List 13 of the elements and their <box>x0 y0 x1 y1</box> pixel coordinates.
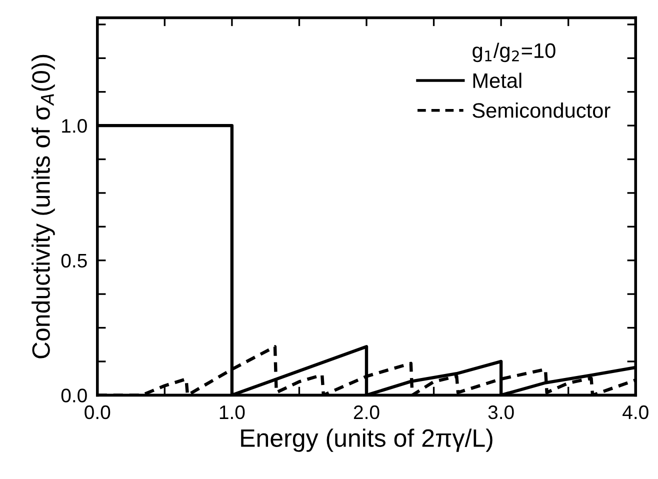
legend-title: g$_{1}$/g$_{2}$=10 <box>472 42 556 62</box>
x-tick-label: 1.0 <box>220 405 245 420</box>
x-tick-label: 0.0 <box>84 405 110 420</box>
y-tick-label: 1.0 <box>62 119 87 133</box>
y-tick-label: 0.5 <box>61 254 87 268</box>
x-tick-label: 2.0 <box>354 405 380 420</box>
legend-label: Semiconductor <box>472 102 610 118</box>
x-tick-label: 4.0 <box>622 405 648 420</box>
x-axis-title: Energy (units of 2πγ/L) <box>241 428 492 452</box>
y-tick-label: 0.0 <box>61 388 87 402</box>
y-axis-title: Conductivity (units of σ$_{A}$(0)) <box>32 54 55 358</box>
legend-label: Metal <box>473 72 522 88</box>
x-tick-label: 3.0 <box>488 405 514 420</box>
